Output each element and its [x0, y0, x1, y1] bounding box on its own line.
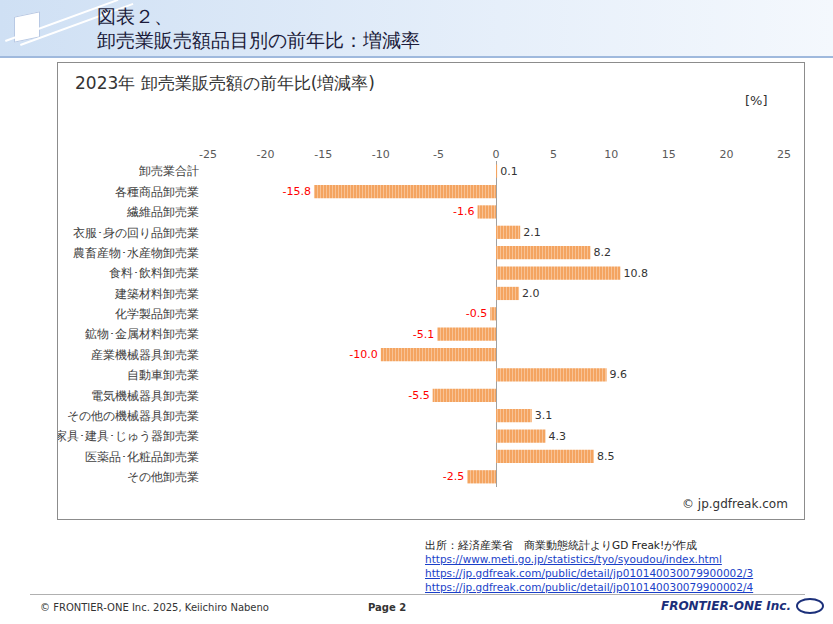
- svg-text:繊維品卸売業: 繊維品卸売業: [126, 205, 199, 219]
- svg-text:8.5: 8.5: [597, 450, 615, 463]
- svg-text:4.3: 4.3: [549, 430, 567, 443]
- svg-text:2.0: 2.0: [522, 287, 540, 300]
- html-text:出所：経済産業省 商業動態統計よりGD Freak!が作成: 出所：経済産業省 商業動態統計よりGD Freak!が作成: [425, 539, 698, 551]
- svg-text:-15: -15: [314, 148, 332, 161]
- svg-text:[%]: [%]: [745, 93, 768, 108]
- html-text:https://jp.gdfreak.com/public/: https://jp.gdfreak.com/public/detail/jp0…: [425, 567, 754, 579]
- svg-text:© jp.gdfreak.com: © jp.gdfreak.com: [682, 497, 788, 511]
- svg-text:-25: -25: [199, 148, 217, 161]
- html-text:FRONTIER-ONE Inc.: FRONTIER-ONE Inc.: [660, 599, 791, 613]
- svg-text:化学製品卸売業: 化学製品卸売業: [115, 307, 199, 321]
- html-text:https://jp.gdfreak.com/public/: https://jp.gdfreak.com/public/detail/jp0…: [425, 581, 754, 593]
- svg-text:卸売業合計: 卸売業合計: [139, 164, 199, 178]
- svg-text:医薬品･化粧品卸売業: 医薬品･化粧品卸売業: [85, 450, 199, 464]
- svg-text:自動車卸売業: 自動車卸売業: [127, 368, 199, 382]
- html-text:Page 2: Page 2: [368, 602, 407, 613]
- svg-text:5: 5: [550, 148, 557, 161]
- svg-text:-20: -20: [257, 148, 275, 161]
- svg-text:産業機械器具卸売業: 産業機械器具卸売業: [91, 348, 199, 362]
- svg-text:各種商品卸売業: 各種商品卸売業: [115, 185, 199, 199]
- svg-text:その他の機械器具卸売業: その他の機械器具卸売業: [67, 409, 199, 423]
- html-text:© FRONTIER-ONE Inc. 2025, Keii: © FRONTIER-ONE Inc. 2025, Keiichiro Nabe…: [40, 602, 269, 613]
- svg-text:-2.5: -2.5: [443, 470, 464, 483]
- svg-text:9.6: 9.6: [610, 368, 628, 381]
- svg-text:15: 15: [662, 148, 676, 161]
- svg-text:電気機械器具卸売業: 電気機械器具卸売業: [91, 389, 199, 403]
- svg-text:8.2: 8.2: [593, 246, 611, 259]
- svg-text:0: 0: [493, 148, 500, 161]
- svg-text:3.1: 3.1: [535, 409, 553, 422]
- svg-text:衣服･身の回り品卸売業: 衣服･身の回り品卸売業: [73, 226, 199, 240]
- svg-text:10: 10: [604, 148, 618, 161]
- svg-text:-0.5: -0.5: [466, 307, 487, 320]
- svg-text:2.1: 2.1: [523, 226, 541, 239]
- html-text:https://www.meti.go.jp/statist: https://www.meti.go.jp/statistics/tyo/sy…: [425, 553, 722, 565]
- svg-text:鉱物･金属材料卸売業: 鉱物･金属材料卸売業: [85, 327, 199, 341]
- svg-text:25: 25: [777, 148, 791, 161]
- svg-text:-1.6: -1.6: [453, 205, 474, 218]
- svg-text:2023年 卸売業販売額の前年比(増減率): 2023年 卸売業販売額の前年比(増減率): [75, 73, 375, 93]
- svg-text:-5.5: -5.5: [408, 389, 429, 402]
- svg-text:その他卸売業: その他卸売業: [127, 470, 199, 484]
- svg-text:-5: -5: [433, 148, 444, 161]
- svg-text:-5.1: -5.1: [413, 328, 434, 341]
- svg-text:-10.0: -10.0: [349, 348, 377, 361]
- svg-text:20: 20: [719, 148, 733, 161]
- svg-text:0.1: 0.1: [500, 165, 518, 178]
- svg-text:-10: -10: [372, 148, 390, 161]
- svg-text:-15.8: -15.8: [283, 185, 311, 198]
- svg-text:10.8: 10.8: [623, 267, 648, 280]
- svg-text:建築材料卸売業: 建築材料卸売業: [114, 287, 199, 301]
- svg-text:食料･飲料卸売業: 食料･飲料卸売業: [109, 266, 199, 280]
- html-text:図表２、: 図表２、: [97, 5, 173, 27]
- svg-text:家具･建具･じゅう器卸売業: 家具･建具･じゅう器卸売業: [58, 429, 199, 443]
- svg-text:農畜産物･水産物卸売業: 農畜産物･水産物卸売業: [73, 246, 199, 260]
- html-text:卸売業販売額品目別の前年比：増減率: 卸売業販売額品目別の前年比：増減率: [97, 29, 420, 51]
